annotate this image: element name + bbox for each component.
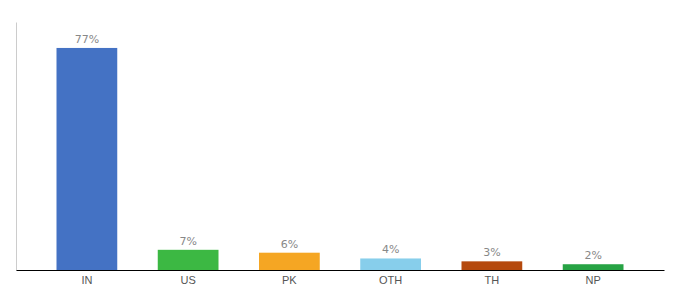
- y-axis: [16, 23, 17, 271]
- x-tick: PK: [282, 274, 297, 286]
- bar: [563, 264, 624, 270]
- data-label: 4%: [382, 243, 399, 256]
- data-label: 7%: [179, 235, 196, 248]
- x-tick-label: IN: [81, 274, 92, 286]
- x-tick: US: [180, 274, 195, 286]
- x-tick-label: TH: [485, 274, 500, 286]
- data-label: 2%: [584, 249, 601, 262]
- bar: [462, 261, 523, 270]
- bar: [57, 48, 118, 270]
- data-labels: 77% 7% 6% 4% 3% 2%: [75, 33, 602, 262]
- data-label: 3%: [483, 246, 500, 259]
- chart-container: IN US PK OTH TH NP 77% 7% 6% 4% 3% 2%: [0, 0, 680, 300]
- bar: [259, 253, 320, 270]
- bars: [57, 48, 624, 270]
- x-tick-label: PK: [282, 274, 297, 286]
- x-tick-label: US: [180, 274, 195, 286]
- x-tick-label: OTH: [379, 274, 402, 286]
- x-tick: NP: [585, 274, 600, 286]
- x-tick-label: NP: [585, 274, 600, 286]
- x-axis: IN US PK OTH TH NP: [17, 271, 665, 286]
- data-label: 6%: [281, 238, 298, 251]
- data-label: 77%: [75, 33, 99, 46]
- chart-svg: IN US PK OTH TH NP 77% 7% 6% 4% 3% 2%: [0, 0, 680, 300]
- bar: [360, 258, 421, 270]
- x-tick: IN: [81, 274, 92, 286]
- x-tick: TH: [485, 274, 500, 286]
- y-axis-line: [16, 23, 17, 271]
- plot-area: IN US PK OTH TH NP 77% 7% 6% 4% 3% 2%: [17, 23, 665, 286]
- bar: [158, 250, 219, 270]
- x-axis-line: [17, 270, 665, 271]
- x-tick: OTH: [379, 274, 402, 286]
